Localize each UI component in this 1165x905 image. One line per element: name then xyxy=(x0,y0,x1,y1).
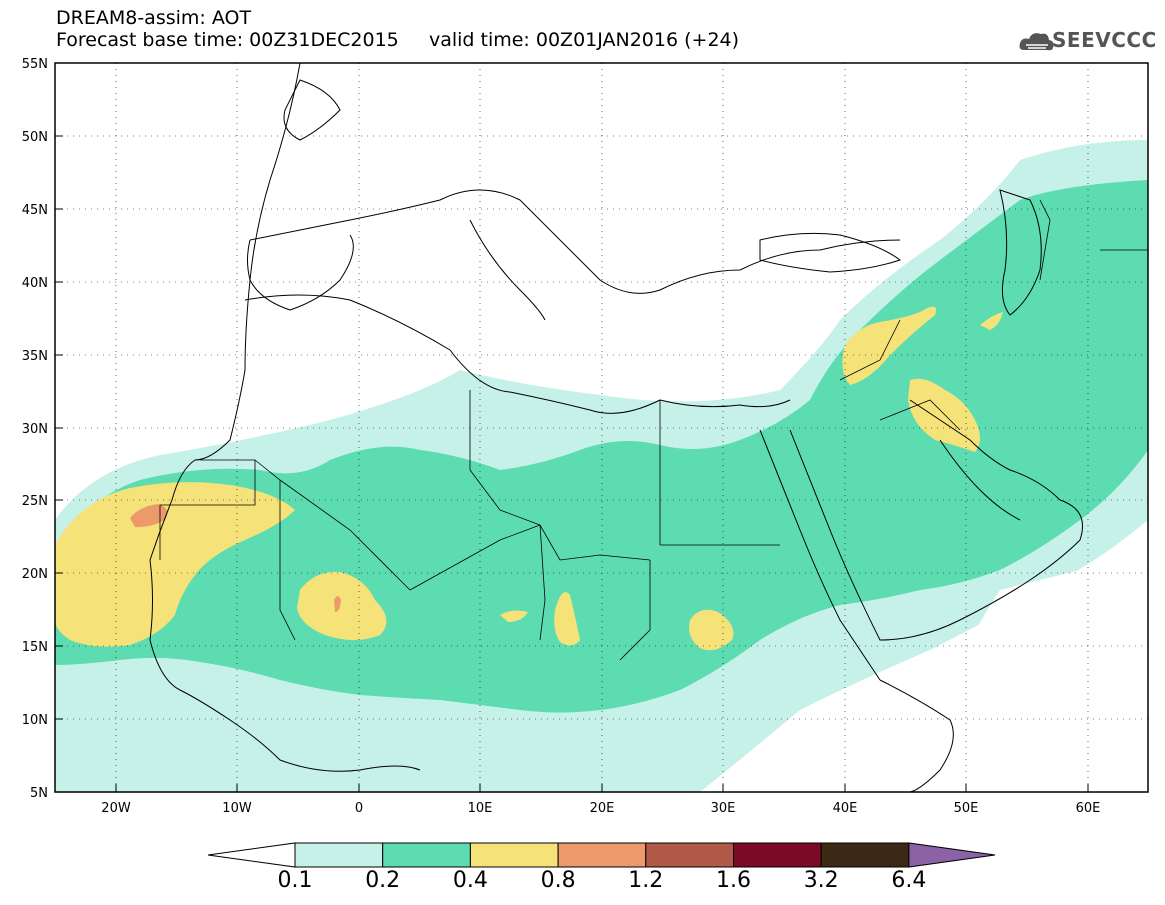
lat-label: 10N xyxy=(22,713,48,728)
coastline-italy xyxy=(469,219,546,321)
coastline-persian-gulf xyxy=(939,439,1021,521)
coastline-britain xyxy=(283,79,341,141)
coastline-black-sea xyxy=(759,232,902,273)
lat-label: 50N xyxy=(22,130,48,145)
colorbar-lower-arrow xyxy=(207,842,296,868)
coastline-caspian xyxy=(999,189,1042,316)
lat-label: 15N xyxy=(22,640,48,655)
seevccc-logo-text: SEEVCCC xyxy=(1052,28,1157,52)
lon-label: 50E xyxy=(954,801,979,816)
aot-band-0.4-iraq xyxy=(908,378,980,452)
coastline-arabia xyxy=(789,399,1083,641)
cloud-logo-icon xyxy=(1019,33,1054,51)
colorbar xyxy=(207,842,996,868)
lat-label: 45N xyxy=(22,203,48,218)
lon-label: 10W xyxy=(222,801,252,816)
latitude-labels: 5N 10N 15N 20N 25N 30N 35N 40N 45N 50N 5… xyxy=(22,57,48,801)
colorbar-level-label: 0.2 xyxy=(365,868,401,893)
colorbar-segment xyxy=(469,842,559,868)
aot-band-0.4-mali xyxy=(297,571,387,640)
colorbar-level-label: 0.4 xyxy=(452,868,488,893)
colorbar-segment xyxy=(733,842,822,868)
aot-band-0.8 xyxy=(130,504,168,528)
colorbar-level-label: 3.2 xyxy=(803,868,839,893)
aot-low-area-arabia xyxy=(920,560,1148,792)
border-lines xyxy=(159,199,1148,661)
country-borders xyxy=(159,199,1148,661)
lon-label: 40E xyxy=(833,801,858,816)
lon-label: 30E xyxy=(711,801,736,816)
lat-label: 25N xyxy=(22,494,48,509)
aot-band-0.4-chad xyxy=(554,592,580,646)
lat-label: 55N xyxy=(22,57,48,72)
coastline-west-africa xyxy=(149,63,421,772)
coastlines xyxy=(149,63,1083,792)
aot-band-0.4-caspian xyxy=(980,312,1003,330)
lon-label: 10E xyxy=(468,801,493,816)
lat-label: 40N xyxy=(22,276,48,291)
colorbar-segment xyxy=(820,842,910,868)
longitude-labels: 20W 10W 0 10E 20E 30E 40E 50E 60E xyxy=(101,801,1100,816)
map-title: DREAM8-assim: AOT xyxy=(56,7,252,29)
lon-label: 0 xyxy=(355,801,363,816)
lon-label: 60E xyxy=(1076,801,1101,816)
colorbar-upper-arrow xyxy=(908,842,996,868)
forecast-time-subtitle: Forecast base time: 00Z31DEC2015 valid t… xyxy=(56,29,740,51)
colorbar-level-label: 0.1 xyxy=(277,868,313,893)
coastline-east-africa xyxy=(879,679,954,792)
coastline-europe xyxy=(249,189,901,294)
colorbar-segment xyxy=(382,842,471,868)
coastline-iberia xyxy=(247,234,354,311)
aot-band-0.4-west-sahara xyxy=(55,482,295,647)
lat-label: 5N xyxy=(30,786,48,801)
coastline-red-sea xyxy=(759,429,881,681)
aot-band-0.4-sudan xyxy=(689,609,734,651)
lat-label: 35N xyxy=(22,349,48,364)
lon-label: 20E xyxy=(590,801,615,816)
aot-band-0.4-niger xyxy=(500,610,528,622)
lat-label: 30N xyxy=(22,422,48,437)
colorbar-segment xyxy=(557,842,647,868)
colorbar-segment xyxy=(645,842,734,868)
aot-band-0.4-syria xyxy=(842,306,936,385)
coastline-mediterranean xyxy=(244,294,791,414)
lon-label: 20W xyxy=(101,801,131,816)
colorbar-level-label: 6.4 xyxy=(891,868,927,893)
axis-ticks xyxy=(55,62,1089,792)
aot-band-0.8-mali xyxy=(334,596,341,612)
colorbar-segment xyxy=(294,842,384,868)
colorbar-level-label: 1.6 xyxy=(716,868,751,893)
graticule xyxy=(55,63,1148,792)
lat-label: 20N xyxy=(22,567,48,582)
colorbar-level-label: 0.8 xyxy=(540,868,576,893)
colorbar-level-label: 1.2 xyxy=(628,868,664,893)
